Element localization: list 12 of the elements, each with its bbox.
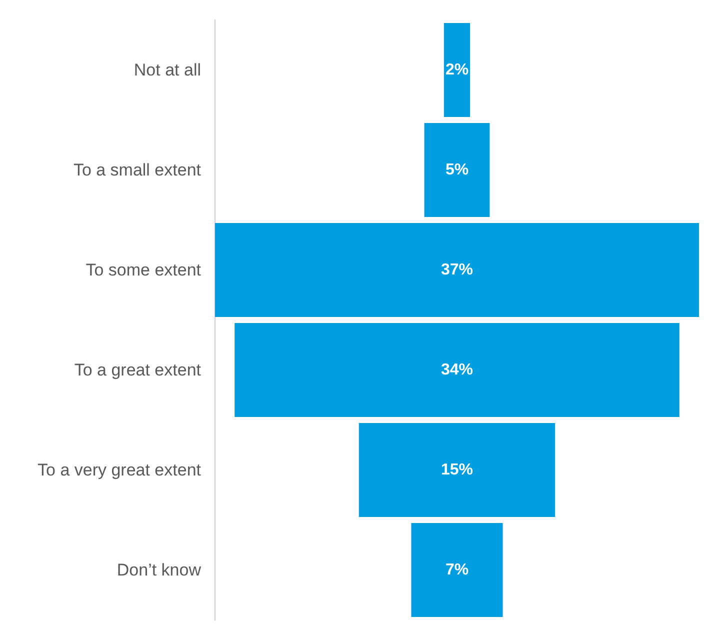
data-label: 34% [440, 362, 474, 378]
category-label: To a very great extent [38, 460, 202, 480]
data-label: 37% [440, 262, 474, 278]
category-label: Not at all [134, 60, 201, 80]
category-label: To a small extent [73, 160, 202, 180]
data-label: 7% [445, 562, 469, 578]
data-label: 15% [440, 462, 474, 478]
data-label: 2% [445, 62, 469, 78]
data-label: 5% [445, 162, 469, 178]
category-label: Don’t know [116, 560, 202, 580]
category-label: To a great extent [74, 360, 202, 380]
category-label: To some extent [86, 260, 202, 280]
